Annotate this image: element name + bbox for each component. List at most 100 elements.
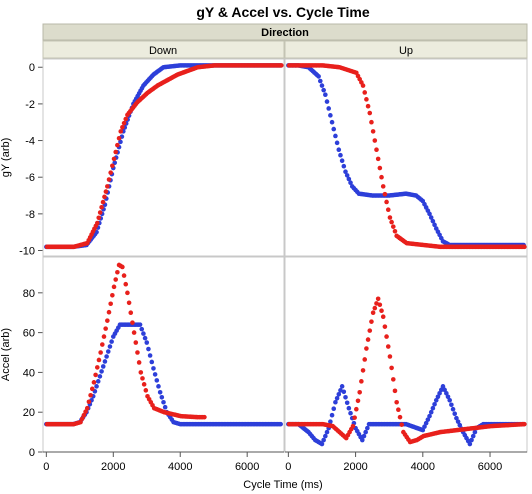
blue-point bbox=[341, 389, 347, 395]
blue-point bbox=[316, 74, 321, 79]
red-point bbox=[374, 147, 379, 153]
red-point bbox=[370, 129, 376, 134]
red-point bbox=[99, 205, 104, 210]
blue-point bbox=[432, 222, 437, 228]
red-point bbox=[352, 415, 357, 420]
blue-point bbox=[323, 433, 328, 439]
red-point bbox=[131, 330, 137, 335]
red-point bbox=[370, 310, 376, 316]
red-point bbox=[105, 318, 110, 323]
blue-point bbox=[344, 173, 350, 178]
red-point bbox=[91, 380, 97, 385]
blue-point bbox=[433, 397, 439, 403]
red-point bbox=[97, 210, 103, 215]
y-tick-label: 20 bbox=[23, 407, 35, 419]
blue-point bbox=[331, 126, 337, 132]
red-point bbox=[397, 414, 403, 420]
red-point bbox=[365, 103, 371, 109]
blue-point bbox=[329, 412, 335, 418]
red-point bbox=[140, 376, 145, 381]
red-point bbox=[369, 319, 374, 324]
blue-point bbox=[324, 429, 330, 435]
red-point bbox=[89, 386, 95, 392]
blue-point bbox=[427, 413, 432, 419]
red-point bbox=[118, 129, 124, 134]
red-point bbox=[136, 360, 142, 365]
red-point bbox=[125, 290, 130, 296]
blue-point bbox=[467, 441, 473, 447]
red-point bbox=[382, 324, 388, 329]
column-strip-down bbox=[42, 40, 285, 59]
red-point bbox=[121, 120, 127, 126]
blue-point bbox=[278, 421, 283, 427]
blue-point bbox=[365, 425, 370, 431]
y-tick-label: -2 bbox=[25, 99, 35, 111]
blue-point bbox=[348, 180, 353, 185]
blue-point bbox=[328, 419, 333, 424]
blue-point bbox=[454, 415, 459, 421]
red-point bbox=[399, 422, 404, 427]
red-point bbox=[113, 277, 119, 282]
red-point bbox=[377, 302, 383, 308]
blue-point bbox=[447, 397, 452, 403]
red-point bbox=[120, 264, 125, 270]
red-point bbox=[362, 357, 368, 362]
red-point bbox=[106, 309, 112, 315]
red-point bbox=[115, 269, 120, 275]
blue-point bbox=[144, 340, 150, 345]
blue-point bbox=[99, 369, 104, 374]
panel-frame bbox=[284, 58, 528, 257]
blue-point bbox=[437, 391, 442, 396]
blue-point bbox=[339, 158, 345, 164]
red-point bbox=[126, 300, 132, 306]
red-point bbox=[364, 346, 369, 351]
red-point bbox=[380, 314, 386, 319]
x-tick-label: 0 bbox=[285, 461, 291, 473]
red-point bbox=[364, 97, 369, 102]
blue-point bbox=[428, 215, 434, 220]
red-point bbox=[84, 405, 90, 411]
blue-point bbox=[343, 394, 348, 400]
red-point bbox=[379, 174, 384, 180]
blue-point bbox=[317, 78, 323, 84]
y-tick-label: 80 bbox=[23, 288, 35, 300]
red-point bbox=[133, 340, 139, 345]
y-tick-label: 60 bbox=[23, 328, 35, 340]
y-tick-label: 40 bbox=[23, 367, 35, 379]
red-point bbox=[392, 388, 398, 394]
red-point bbox=[86, 399, 92, 405]
blue-point bbox=[137, 322, 143, 327]
red-point bbox=[83, 409, 88, 415]
blue-point bbox=[450, 406, 456, 412]
red-point bbox=[369, 119, 374, 125]
red-point bbox=[387, 215, 393, 220]
blue-point bbox=[432, 401, 437, 407]
red-point bbox=[375, 156, 381, 162]
blue-point bbox=[346, 176, 352, 182]
red-point bbox=[110, 163, 115, 169]
blue-point bbox=[162, 404, 168, 410]
blue-point bbox=[147, 353, 153, 358]
blue-point bbox=[455, 419, 461, 424]
red-point bbox=[377, 165, 383, 171]
blue-point bbox=[343, 169, 348, 175]
group-strip bbox=[42, 23, 528, 41]
blue-point bbox=[104, 354, 109, 359]
red-point bbox=[120, 124, 125, 130]
panel-frame bbox=[284, 256, 528, 453]
blue-point bbox=[319, 83, 325, 88]
red-point bbox=[384, 199, 389, 205]
x-tick-label: 4000 bbox=[168, 461, 192, 473]
blue-point bbox=[109, 339, 114, 344]
red-point bbox=[130, 320, 135, 325]
red-point bbox=[100, 199, 106, 205]
red-point bbox=[101, 334, 107, 339]
blue-point bbox=[154, 378, 160, 383]
red-point bbox=[79, 416, 85, 421]
blue-point bbox=[94, 229, 99, 235]
y-tick-label: -6 bbox=[25, 172, 35, 184]
group-strip-label: Direction bbox=[261, 27, 309, 39]
blue-point bbox=[348, 410, 353, 416]
red-point bbox=[81, 412, 87, 418]
blue-point bbox=[161, 399, 166, 405]
